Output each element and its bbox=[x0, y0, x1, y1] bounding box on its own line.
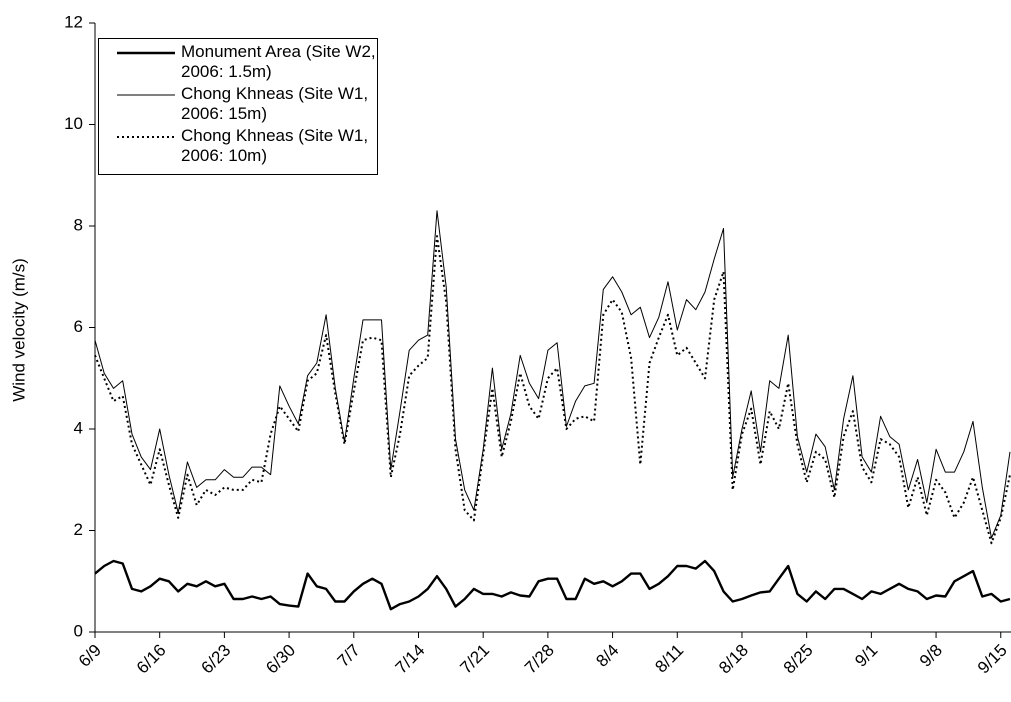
series-line bbox=[94, 559, 1011, 611]
legend-label: Monument Area (Site W2, 2006: 1.5m) bbox=[181, 42, 376, 81]
legend-swatch bbox=[117, 136, 175, 138]
y-axis-label: Wind velocity (m/s) bbox=[9, 258, 28, 402]
x-tick-label: 8/25 bbox=[780, 641, 817, 678]
legend-entry: Chong Khneas (Site W1, 2006: 10m) bbox=[99, 126, 381, 166]
legend: Monument Area (Site W2, 2006: 1.5m) Chong… bbox=[98, 38, 378, 175]
x-tick-label: 8/18 bbox=[715, 641, 752, 678]
x-tick-label: 6/16 bbox=[133, 641, 170, 678]
x-tick-label: 7/14 bbox=[392, 641, 429, 678]
x-tick-label: 7/28 bbox=[521, 641, 558, 678]
x-tick-label: 7/21 bbox=[456, 641, 493, 678]
y-tick-label: 10 bbox=[64, 114, 83, 133]
legend-swatch bbox=[117, 94, 175, 96]
x-tick-label: 9/15 bbox=[974, 641, 1011, 678]
legend-label: Chong Khneas (Site W1, 2006: 15m) bbox=[181, 84, 369, 123]
x-tick-label: 9/8 bbox=[916, 641, 946, 671]
legend-entry: Monument Area (Site W2, 2006: 1.5m) bbox=[99, 42, 381, 82]
legend-entry: Chong Khneas (Site W1, 2006: 15m) bbox=[99, 84, 381, 124]
x-tick-label: 8/11 bbox=[651, 641, 687, 677]
y-tick-label: 2 bbox=[74, 520, 83, 539]
x-tick-label: 7/7 bbox=[334, 641, 364, 671]
x-tick-label: 6/23 bbox=[198, 641, 235, 678]
x-tick-label: 8/4 bbox=[592, 641, 622, 671]
legend-swatch bbox=[117, 51, 175, 55]
series-line bbox=[94, 235, 1011, 545]
y-tick-label: 6 bbox=[74, 317, 83, 336]
y-tick-label: 0 bbox=[74, 621, 83, 640]
y-tick-label: 8 bbox=[74, 215, 83, 234]
x-tick-label: 9/1 bbox=[851, 641, 881, 671]
series-line bbox=[94, 210, 1011, 539]
x-tick-label: 6/30 bbox=[262, 641, 299, 678]
x-tick-label: 6/9 bbox=[75, 641, 105, 671]
y-tick-label: 4 bbox=[74, 418, 83, 437]
legend-label: Chong Khneas (Site W1, 2006: 10m) bbox=[181, 126, 369, 165]
y-tick-label: 12 bbox=[64, 12, 83, 31]
